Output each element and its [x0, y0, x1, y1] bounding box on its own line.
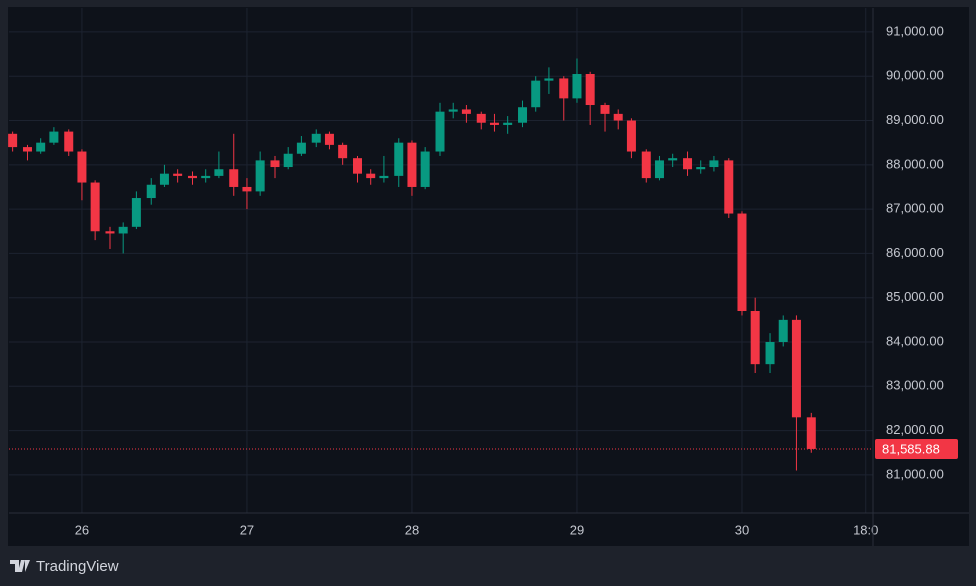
x-tick-label: 30	[735, 522, 749, 537]
x-tick-label: 29	[570, 522, 584, 537]
candle-body	[105, 231, 115, 234]
y-tick-label: 88,000.00	[886, 156, 944, 171]
candle-body	[531, 80, 541, 108]
candle-body	[613, 113, 623, 121]
candle-body	[696, 167, 706, 170]
candle-body	[242, 186, 252, 192]
candle-body	[407, 142, 417, 187]
y-tick-label: 90,000.00	[886, 68, 944, 83]
candle-body	[77, 151, 87, 183]
candle-body	[173, 173, 183, 176]
candle-body	[324, 133, 334, 145]
candle-body	[503, 122, 513, 125]
candle-body	[353, 158, 363, 174]
y-tick-label: 86,000.00	[886, 245, 944, 260]
candle-body	[448, 109, 458, 112]
x-tick-label: 28	[405, 522, 419, 537]
candle-body	[229, 169, 239, 187]
candle-body	[159, 173, 169, 185]
brand: TradingView	[36, 558, 119, 575]
candle-body	[791, 319, 801, 418]
candle-body	[8, 133, 18, 148]
candle-body	[654, 160, 664, 179]
candle-body	[476, 113, 486, 123]
candle-body	[118, 226, 128, 234]
candle-body	[709, 160, 719, 168]
candle-body	[559, 78, 569, 99]
y-tick-label: 81,000.00	[886, 466, 944, 481]
candle-body	[131, 198, 141, 227]
candle-body	[806, 417, 816, 449]
candle-body	[64, 131, 74, 152]
x-tick-label: 27	[240, 522, 254, 537]
y-tick-label: 89,000.00	[886, 112, 944, 127]
y-tick-label: 85,000.00	[886, 289, 944, 304]
candle-body	[765, 342, 775, 365]
candle-body	[420, 151, 430, 187]
candle-body	[668, 158, 678, 161]
candle-body	[201, 175, 211, 179]
candle-body	[626, 120, 636, 152]
y-tick-label: 84,000.00	[886, 333, 944, 348]
y-tick-label: 87,000.00	[886, 201, 944, 216]
candle-body	[49, 131, 59, 143]
candle-body	[778, 319, 788, 343]
candle-body	[270, 160, 280, 168]
candle-body	[283, 153, 293, 168]
candle-body	[435, 111, 445, 152]
price-label: 81,585.88	[882, 441, 940, 456]
candle-body	[750, 311, 760, 365]
candle-body	[518, 107, 528, 123]
candle-body	[22, 147, 32, 152]
y-tick-label: 82,000.00	[886, 422, 944, 437]
y-tick-label: 83,000.00	[886, 378, 944, 393]
candle-body	[544, 78, 554, 81]
x-tick-label: 26	[75, 522, 89, 537]
candle-body	[311, 133, 321, 143]
candle-body	[255, 160, 265, 192]
candle-body	[338, 144, 348, 159]
candle-body	[187, 175, 197, 179]
candle-body	[379, 175, 389, 179]
y-tick-label: 91,000.00	[886, 23, 944, 38]
x-tick-label: 18:0	[853, 522, 878, 537]
candle-body	[683, 158, 693, 170]
candle-body	[489, 122, 499, 125]
logo	[10, 560, 30, 572]
candle-body	[737, 213, 747, 311]
price-label-box	[875, 438, 958, 459]
candle-body	[36, 142, 46, 152]
candle-body	[296, 142, 306, 154]
candle-body	[146, 184, 156, 199]
candle-body	[585, 74, 595, 106]
candle-body	[394, 142, 404, 176]
candle-body	[461, 109, 471, 114]
candle-body	[600, 105, 610, 114]
candle-body	[572, 74, 582, 99]
candle-body	[214, 169, 224, 176]
candle-body	[724, 160, 734, 214]
candle-body	[90, 182, 100, 232]
candle-body	[641, 151, 651, 179]
panel	[8, 7, 969, 546]
candle-body	[366, 173, 376, 179]
